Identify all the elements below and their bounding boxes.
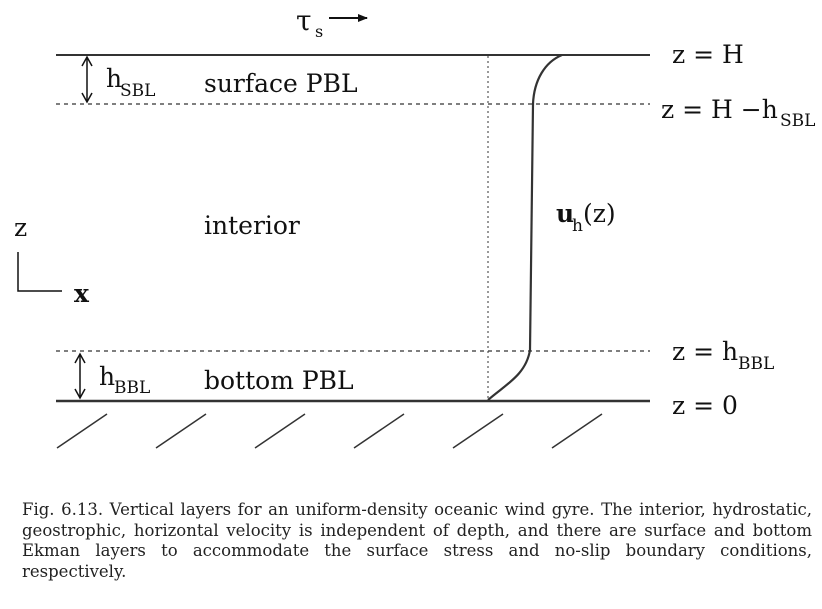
- label-hbbl: h: [99, 362, 115, 391]
- label-z-equals-hbbl: z = h: [672, 337, 738, 366]
- label-z-equals-H-minus-hsbl-subscript: SBL: [780, 111, 815, 131]
- label-hbbl-subscript: BBL: [114, 378, 150, 398]
- label-hsbl-subscript: SBL: [120, 81, 155, 101]
- axes-corner: [17, 252, 62, 292]
- velocity-profile-curve: [487, 53, 563, 401]
- label-z-equals-H-minus-hsbl: z = H −h: [661, 95, 778, 124]
- label-bottom-pbl: bottom PBL: [204, 366, 354, 395]
- label-z-equals-0: z = 0: [672, 391, 738, 420]
- label-velocity-subscript: h: [572, 216, 583, 236]
- label-x-axis: x: [74, 279, 90, 308]
- label-z-axis: z: [14, 213, 27, 242]
- seafloor-hatching: [56, 413, 603, 449]
- tau-subscript: s: [315, 22, 323, 41]
- layer-diagram: τ s z = H z = H −h SBL h SBL surface PBL…: [14, 4, 815, 449]
- label-z-equals-hbbl-subscript: BBL: [738, 354, 774, 374]
- figure-caption: Fig. 6.13. Vertical layers for an unifor…: [22, 500, 812, 582]
- label-velocity-argument: (z): [583, 199, 616, 228]
- tau-symbol: τ: [296, 4, 312, 37]
- label-hsbl: h: [106, 64, 122, 93]
- caption-label: Fig. 6.13.: [22, 500, 104, 519]
- label-velocity: u: [556, 199, 574, 228]
- label-surface-pbl: surface PBL: [204, 69, 358, 98]
- label-z-equals-H: z = H: [672, 40, 744, 69]
- caption-text: Vertical layers for an uniform-density o…: [22, 500, 813, 581]
- label-interior: interior: [204, 211, 300, 240]
